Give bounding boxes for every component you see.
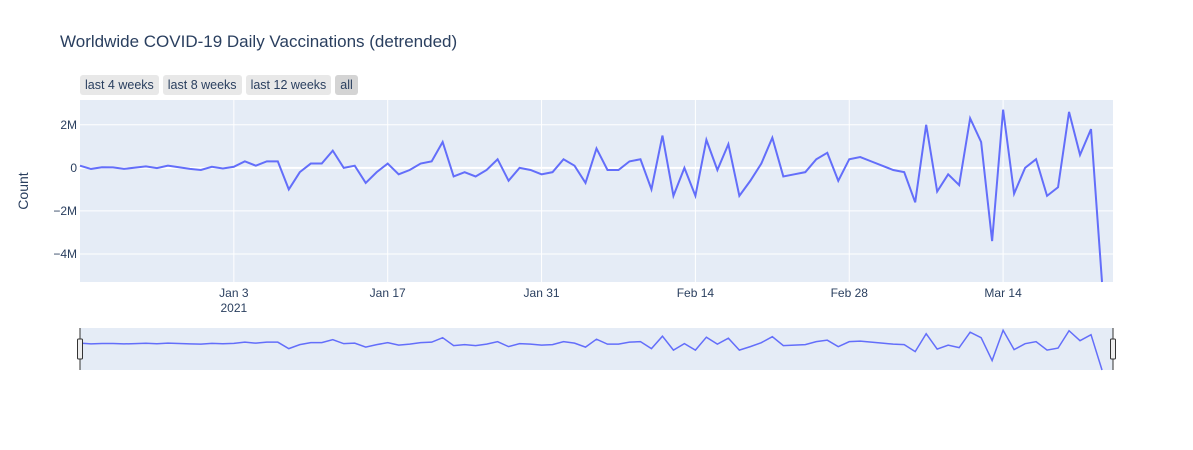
x-tick-label: Feb 14 [677, 286, 715, 300]
x-tick-label: Feb 28 [831, 286, 869, 300]
range-slider-left-handle[interactable] [77, 328, 83, 370]
handle-grip[interactable] [77, 338, 83, 360]
chart-title: Worldwide COVID-19 Daily Vaccinations (d… [60, 32, 458, 51]
handle-grip[interactable] [1110, 338, 1116, 360]
range-slider[interactable] [80, 328, 1113, 370]
x-tick-label: Mar 14 [984, 286, 1022, 300]
range-button-last-12-weeks[interactable]: last 12 weeks [245, 75, 332, 95]
y-tick-label: −4M [53, 247, 77, 261]
range-slider-line [79, 328, 1103, 371]
x-tick-label: Jan 31 [524, 286, 560, 300]
range-button-all[interactable]: all [335, 75, 358, 95]
y-tick-label: 2M [60, 118, 77, 132]
range-button-last-8-weeks[interactable]: last 8 weeks [162, 75, 242, 95]
y-tick-label: −2M [53, 204, 77, 218]
range-button-last-4-weeks[interactable]: last 4 weeks [80, 75, 159, 95]
x-tick-label: Jan 17 [370, 286, 406, 300]
series-line [79, 109, 1104, 283]
range-selector: last 4 weeks last 8 weeks last 12 weeks … [80, 75, 358, 95]
x-tick-label: Jan 3 [219, 286, 249, 300]
gridlines [80, 100, 1113, 282]
plot-area[interactable] [80, 100, 1113, 282]
y-tick-label: 0 [70, 161, 77, 175]
range-slider-right-handle[interactable] [1110, 328, 1116, 370]
y-tick-labels: 2M 0 −2M −4M [53, 118, 77, 261]
x-tick-sublabel: 2021 [220, 301, 247, 315]
y-axis-title: Count [15, 172, 31, 209]
